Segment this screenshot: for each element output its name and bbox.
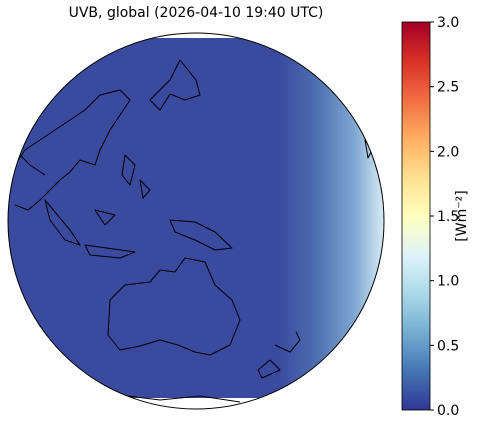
colorbar-tick-label: 2.0 [437, 144, 459, 160]
colorbar-tick-label: 0.0 [437, 403, 459, 419]
colorbar-tick-label: 2.5 [437, 80, 459, 96]
colorbar-label: [Wm⁻²] [454, 190, 470, 241]
colorbar-tick-label: 1.0 [437, 274, 459, 290]
globe-outline [7, 32, 385, 410]
colorbar-ramp [401, 21, 431, 411]
colorbar [401, 21, 431, 411]
colorbar-tick-label: 1.5 [437, 209, 459, 225]
uvb-field [8, 38, 384, 398]
map-title: UVB, global (2026-04-10 19:40 UTC) [69, 5, 324, 21]
colorbar-tick-label: 0.5 [437, 338, 459, 354]
colorbar-tick-label: 3.0 [437, 15, 459, 31]
globe [8, 38, 384, 403]
